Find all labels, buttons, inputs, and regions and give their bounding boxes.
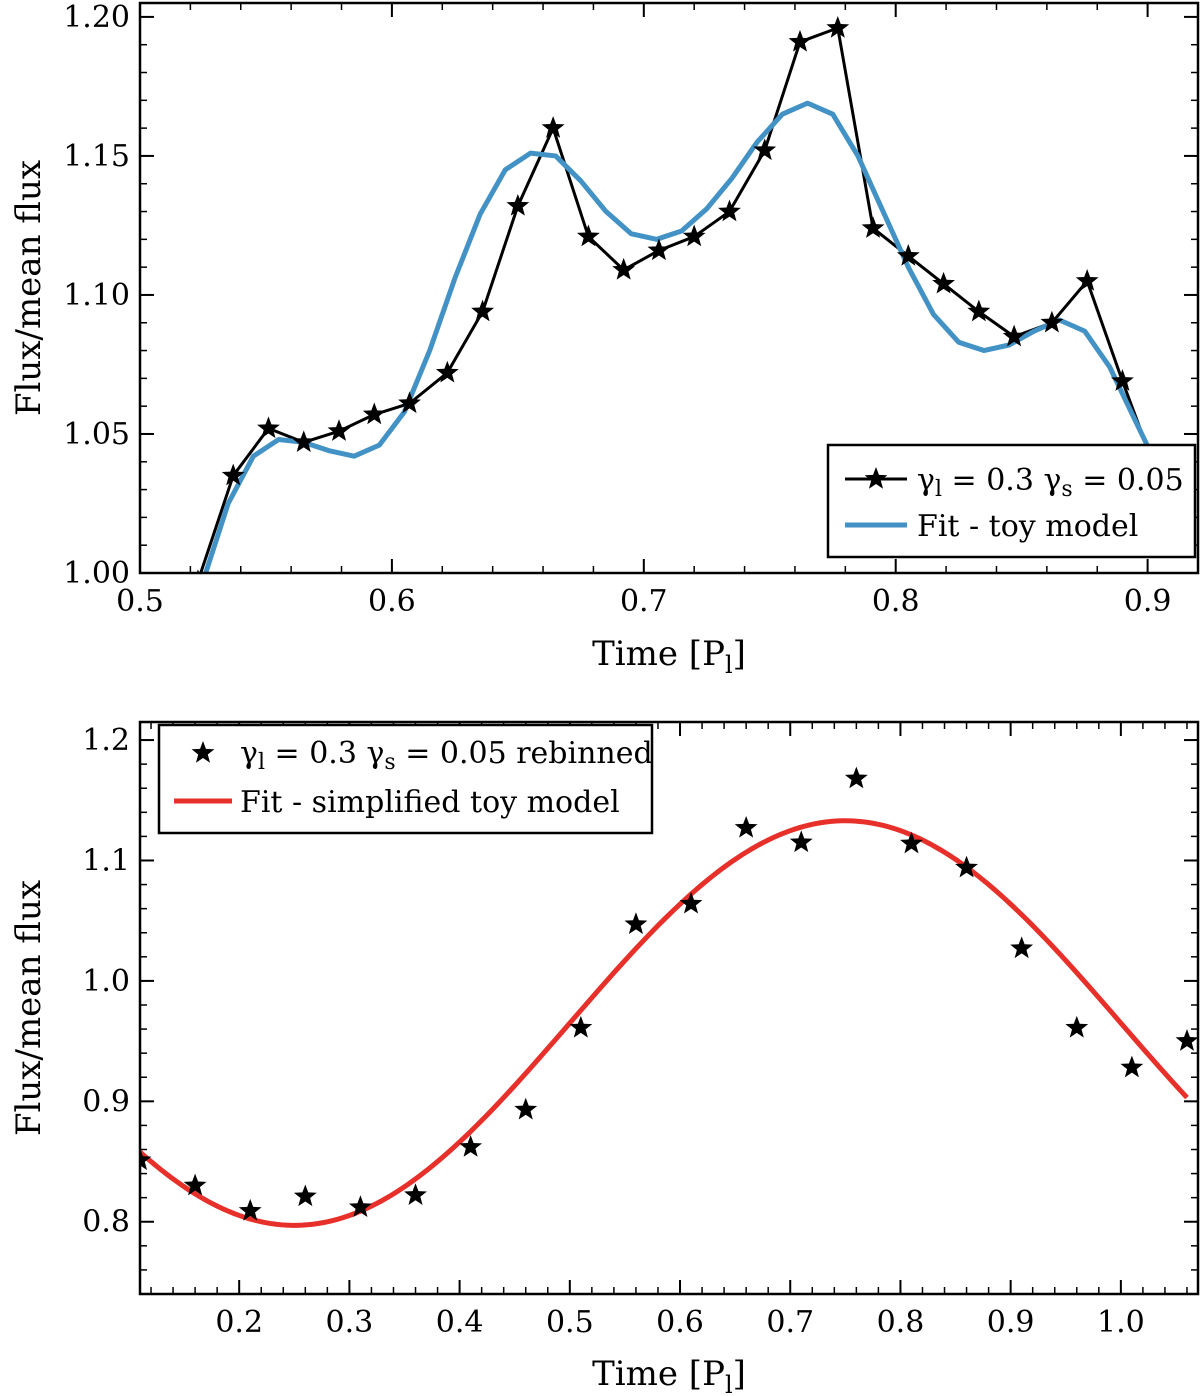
fit-curve-line xyxy=(203,100,1158,573)
data-series-line xyxy=(199,26,1160,573)
bottom-plot-frame xyxy=(138,720,1200,1296)
data-point-star xyxy=(327,419,351,441)
x-tick-label: 1.0 xyxy=(1097,1305,1145,1340)
x-tick-label: 0.9 xyxy=(987,1305,1035,1340)
y-tick-label: 1.15 xyxy=(63,139,130,174)
x-tick-label: 0.7 xyxy=(766,1305,814,1340)
x-tick-label: 0.8 xyxy=(877,1305,925,1340)
data-point-star xyxy=(1120,1055,1144,1078)
top-x-tick-labels: 0.5 0.6 0.7 0.8 0.9 xyxy=(116,584,1171,619)
bottom-y-tick-labels: 0.8 0.9 1.0 1.1 1.2 xyxy=(82,723,130,1240)
data-point-star xyxy=(238,1198,262,1221)
top-legend: γl = 0.3 γs = 0.05 Fit - toy model xyxy=(826,443,1197,559)
data-point-star xyxy=(404,1183,427,1205)
bottom-x-axis-label: Time [Pl] xyxy=(592,1354,746,1396)
top-plot-frame xyxy=(138,1,1200,575)
top-y-tick-labels: 1.00 1.05 1.10 1.15 1.20 xyxy=(63,0,130,591)
data-point-star xyxy=(459,1135,483,1157)
y-tick-label: 1.10 xyxy=(63,278,130,313)
data-point-star xyxy=(257,416,280,439)
x-tick-label: 0.6 xyxy=(368,584,416,619)
top-legend-label-data: γl = 0.3 γs = 0.05 xyxy=(917,463,1184,502)
data-point-star xyxy=(183,1173,207,1196)
data-point-star xyxy=(576,224,600,247)
y-tick-label: 1.05 xyxy=(63,417,130,452)
data-point-star xyxy=(861,216,885,238)
top-plot-area xyxy=(196,16,1170,573)
y-tick-label: 0.9 xyxy=(82,1084,130,1119)
x-tick-label: 0.9 xyxy=(1124,584,1172,619)
data-point-star xyxy=(569,1015,593,1038)
data-point-star xyxy=(1111,369,1134,391)
data-point-star xyxy=(471,299,494,322)
data-point-star xyxy=(967,299,991,322)
top-y-axis-label: Flux/mean flux xyxy=(9,160,49,416)
data-point-star xyxy=(1010,936,1034,959)
data-point-star xyxy=(514,1097,538,1120)
y-tick-label: 1.20 xyxy=(63,0,130,35)
bottom-plot-area xyxy=(140,766,1198,1228)
bottom-x-tick-labels: 0.2 0.3 0.4 0.5 0.6 0.7 0.8 0.9 1.0 xyxy=(215,1305,1144,1340)
data-point-star xyxy=(900,831,923,854)
data-point-star xyxy=(753,138,777,161)
data-point-star xyxy=(718,199,741,222)
data-point-star xyxy=(1075,269,1099,291)
data-point-star xyxy=(349,1195,372,1218)
data-point-star xyxy=(541,116,565,138)
data-point-star xyxy=(362,402,386,425)
x-tick-label: 0.3 xyxy=(326,1305,374,1340)
data-point-star xyxy=(140,1148,152,1171)
bottom-legend-star-marker xyxy=(191,741,215,763)
x-tick-label: 0.5 xyxy=(546,1305,594,1340)
data-point-star xyxy=(896,244,920,266)
data-point-star xyxy=(955,855,978,878)
data-point-star xyxy=(1175,1029,1198,1051)
bottom-legend: γl = 0.3 γs = 0.05 rebinned Fit - simpli… xyxy=(157,723,654,835)
data-point-star xyxy=(932,271,955,294)
x-tick-label: 0.5 xyxy=(116,584,164,619)
x-tick-label: 0.2 xyxy=(215,1305,263,1340)
data-point-star xyxy=(398,391,421,414)
top-x-axis-label: Time [Pl] xyxy=(592,634,746,679)
top-chart-panel: 0.5 0.6 0.7 0.8 0.9 1.00 1.05 1.10 1.15 1.20 Tim… xyxy=(9,0,1200,679)
bottom-legend-box xyxy=(157,723,654,835)
x-tick-label: 0.7 xyxy=(620,584,668,619)
data-point-star xyxy=(788,29,812,52)
data-point-star xyxy=(435,360,459,383)
x-tick-label: 0.8 xyxy=(872,584,920,619)
y-tick-label: 0.8 xyxy=(82,1205,130,1240)
y-tick-label: 1.2 xyxy=(82,723,130,758)
top-legend-box xyxy=(826,443,1197,559)
data-point-star xyxy=(1040,310,1064,333)
y-tick-label: 1.0 xyxy=(82,964,130,999)
x-tick-label: 0.6 xyxy=(656,1305,704,1340)
y-tick-label: 1.00 xyxy=(63,556,130,591)
data-point-star xyxy=(612,257,636,280)
data-point-star xyxy=(1065,1015,1089,1038)
bottom-y-axis-label: Flux/mean flux xyxy=(9,880,49,1136)
top-legend-label-fit: Fit - toy model xyxy=(917,509,1138,544)
data-point-star xyxy=(506,193,530,216)
bottom-legend-label-data: γl = 0.3 γs = 0.05 rebinned xyxy=(240,736,653,775)
data-point-star xyxy=(221,463,245,486)
data-point-star xyxy=(292,430,316,453)
bottom-legend-label-fit: Fit - simplified toy model xyxy=(240,785,620,820)
data-point-star xyxy=(624,912,648,935)
data-point-star xyxy=(826,16,850,38)
data-point-star xyxy=(789,830,813,853)
data-point-star xyxy=(679,891,703,914)
data-point-star xyxy=(647,238,671,261)
data-point-star xyxy=(682,224,706,247)
x-tick-label: 0.4 xyxy=(436,1305,484,1340)
top-legend-star-marker xyxy=(864,467,888,489)
y-tick-label: 1.1 xyxy=(82,843,130,878)
bottom-chart-panel: 0.2 0.3 0.4 0.5 0.6 0.7 0.8 0.9 1.0 0.8 0.9 1.0 1.1… xyxy=(9,720,1200,1396)
fit-curve-line xyxy=(140,818,1189,1228)
data-point-star xyxy=(1002,324,1026,347)
data-point-star xyxy=(734,815,758,838)
data-point-star xyxy=(844,766,868,789)
data-point-star xyxy=(293,1184,317,1207)
